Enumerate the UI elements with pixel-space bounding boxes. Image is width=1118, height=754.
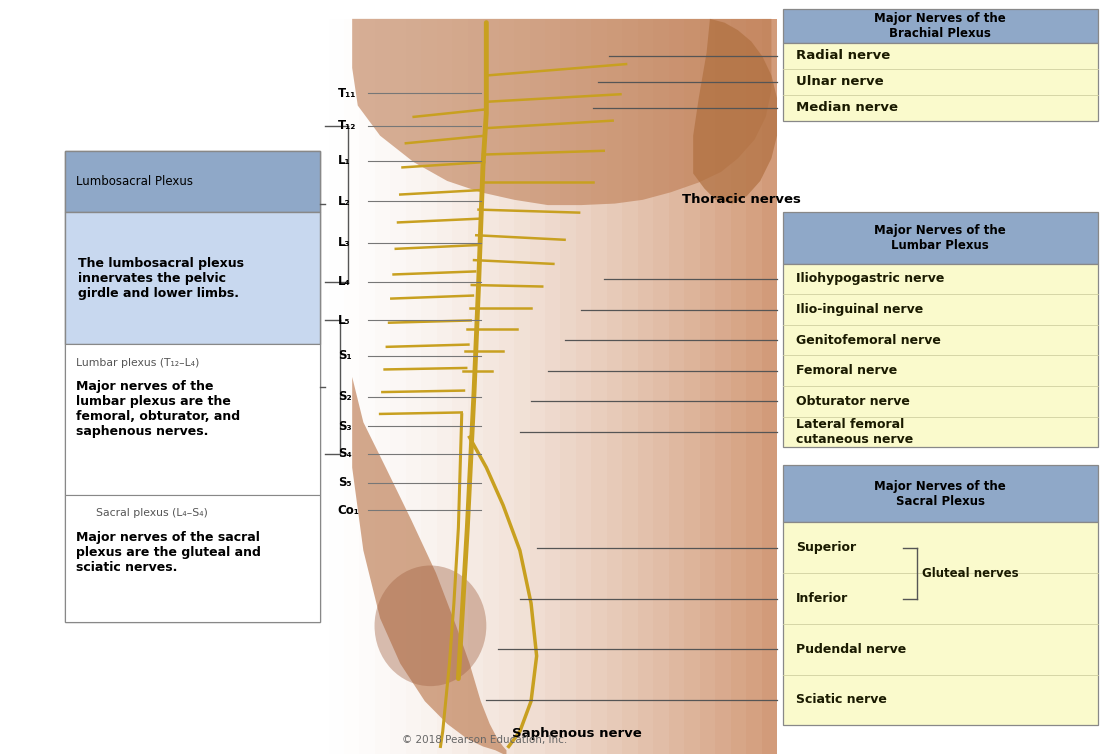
FancyBboxPatch shape xyxy=(65,151,320,622)
FancyBboxPatch shape xyxy=(499,19,514,754)
Text: L₃: L₃ xyxy=(338,236,350,250)
Text: Major nerves of the
lumbar plexus are the
femoral, obturator, and
saphenous nerv: Major nerves of the lumbar plexus are th… xyxy=(76,380,240,438)
FancyBboxPatch shape xyxy=(783,465,1098,523)
Text: Major Nerves of the
Lumbar Plexus: Major Nerves of the Lumbar Plexus xyxy=(874,224,1006,252)
FancyBboxPatch shape xyxy=(483,19,499,754)
FancyBboxPatch shape xyxy=(731,19,746,754)
FancyBboxPatch shape xyxy=(452,19,467,754)
Text: S₄: S₄ xyxy=(338,447,351,461)
FancyBboxPatch shape xyxy=(716,19,731,754)
FancyBboxPatch shape xyxy=(700,19,716,754)
Text: The lumbosacral plexus
innervates the pelvic
girdle and lower limbs.: The lumbosacral plexus innervates the pe… xyxy=(78,256,244,299)
Text: Saphenous nerve: Saphenous nerve xyxy=(512,728,642,740)
Text: Femoral nerve: Femoral nerve xyxy=(796,364,898,377)
FancyBboxPatch shape xyxy=(783,523,1098,725)
Text: T₁₁: T₁₁ xyxy=(338,87,356,100)
Text: T₁₂: T₁₂ xyxy=(338,119,356,133)
Text: Pudendal nerve: Pudendal nerve xyxy=(796,642,907,656)
FancyBboxPatch shape xyxy=(653,19,669,754)
FancyBboxPatch shape xyxy=(607,19,623,754)
Text: © 2018 Pearson Education, Inc.: © 2018 Pearson Education, Inc. xyxy=(402,735,568,745)
FancyBboxPatch shape xyxy=(437,19,452,754)
FancyBboxPatch shape xyxy=(623,19,637,754)
Text: Lumbar plexus (T₁₂–L₄): Lumbar plexus (T₁₂–L₄) xyxy=(76,357,199,368)
FancyBboxPatch shape xyxy=(684,19,700,754)
FancyBboxPatch shape xyxy=(530,19,546,754)
Text: Major nerves of the sacral
plexus are the gluteal and
sciatic nerves.: Major nerves of the sacral plexus are th… xyxy=(76,531,260,574)
Text: Major Nerves of the
Sacral Plexus: Major Nerves of the Sacral Plexus xyxy=(874,480,1006,508)
Text: Genitofemoral nerve: Genitofemoral nerve xyxy=(796,333,941,347)
Text: Median nerve: Median nerve xyxy=(796,101,898,114)
Text: Superior: Superior xyxy=(796,541,856,554)
FancyBboxPatch shape xyxy=(65,212,320,344)
FancyBboxPatch shape xyxy=(783,264,1098,447)
FancyBboxPatch shape xyxy=(783,42,1098,121)
Text: Iliohypogastric nerve: Iliohypogastric nerve xyxy=(796,272,945,286)
Text: L₂: L₂ xyxy=(338,195,350,208)
FancyBboxPatch shape xyxy=(406,19,421,754)
FancyBboxPatch shape xyxy=(761,19,777,754)
Text: Co₁: Co₁ xyxy=(338,504,360,517)
FancyBboxPatch shape xyxy=(514,19,530,754)
Text: Thoracic nerves: Thoracic nerves xyxy=(682,192,800,206)
FancyBboxPatch shape xyxy=(591,19,607,754)
Text: Gluteal nerves: Gluteal nerves xyxy=(922,567,1018,580)
FancyBboxPatch shape xyxy=(637,19,653,754)
Text: Obturator nerve: Obturator nerve xyxy=(796,395,910,408)
FancyBboxPatch shape xyxy=(390,19,406,754)
Text: S₂: S₂ xyxy=(338,390,351,403)
FancyBboxPatch shape xyxy=(421,19,437,754)
Text: L₅: L₅ xyxy=(338,314,350,327)
FancyBboxPatch shape xyxy=(560,19,576,754)
FancyBboxPatch shape xyxy=(576,19,591,754)
Text: L₁: L₁ xyxy=(338,154,350,167)
Ellipse shape xyxy=(375,566,486,686)
Text: Sciatic nerve: Sciatic nerve xyxy=(796,694,887,706)
Text: S₅: S₅ xyxy=(338,476,351,489)
Text: Lateral femoral
cutaneous nerve: Lateral femoral cutaneous nerve xyxy=(796,418,913,446)
Text: S₃: S₃ xyxy=(338,419,351,433)
Text: Lumbosacral Plexus: Lumbosacral Plexus xyxy=(76,175,193,188)
FancyBboxPatch shape xyxy=(783,212,1098,264)
FancyBboxPatch shape xyxy=(783,9,1098,42)
Polygon shape xyxy=(352,19,771,205)
Text: Sacral plexus (L₄–S₄): Sacral plexus (L₄–S₄) xyxy=(89,508,208,519)
Text: Inferior: Inferior xyxy=(796,592,849,605)
FancyBboxPatch shape xyxy=(746,19,761,754)
Text: Ilio-inguinal nerve: Ilio-inguinal nerve xyxy=(796,303,923,316)
Polygon shape xyxy=(352,377,506,754)
FancyBboxPatch shape xyxy=(546,19,560,754)
FancyBboxPatch shape xyxy=(65,151,320,212)
FancyBboxPatch shape xyxy=(467,19,483,754)
FancyBboxPatch shape xyxy=(65,495,320,622)
Text: S₁: S₁ xyxy=(338,349,351,363)
Text: Ulnar nerve: Ulnar nerve xyxy=(796,75,883,88)
Text: L₄: L₄ xyxy=(338,275,350,289)
Text: Major Nerves of the
Brachial Plexus: Major Nerves of the Brachial Plexus xyxy=(874,12,1006,40)
FancyBboxPatch shape xyxy=(669,19,684,754)
Text: Radial nerve: Radial nerve xyxy=(796,49,890,62)
Polygon shape xyxy=(693,19,777,204)
FancyBboxPatch shape xyxy=(65,344,320,495)
